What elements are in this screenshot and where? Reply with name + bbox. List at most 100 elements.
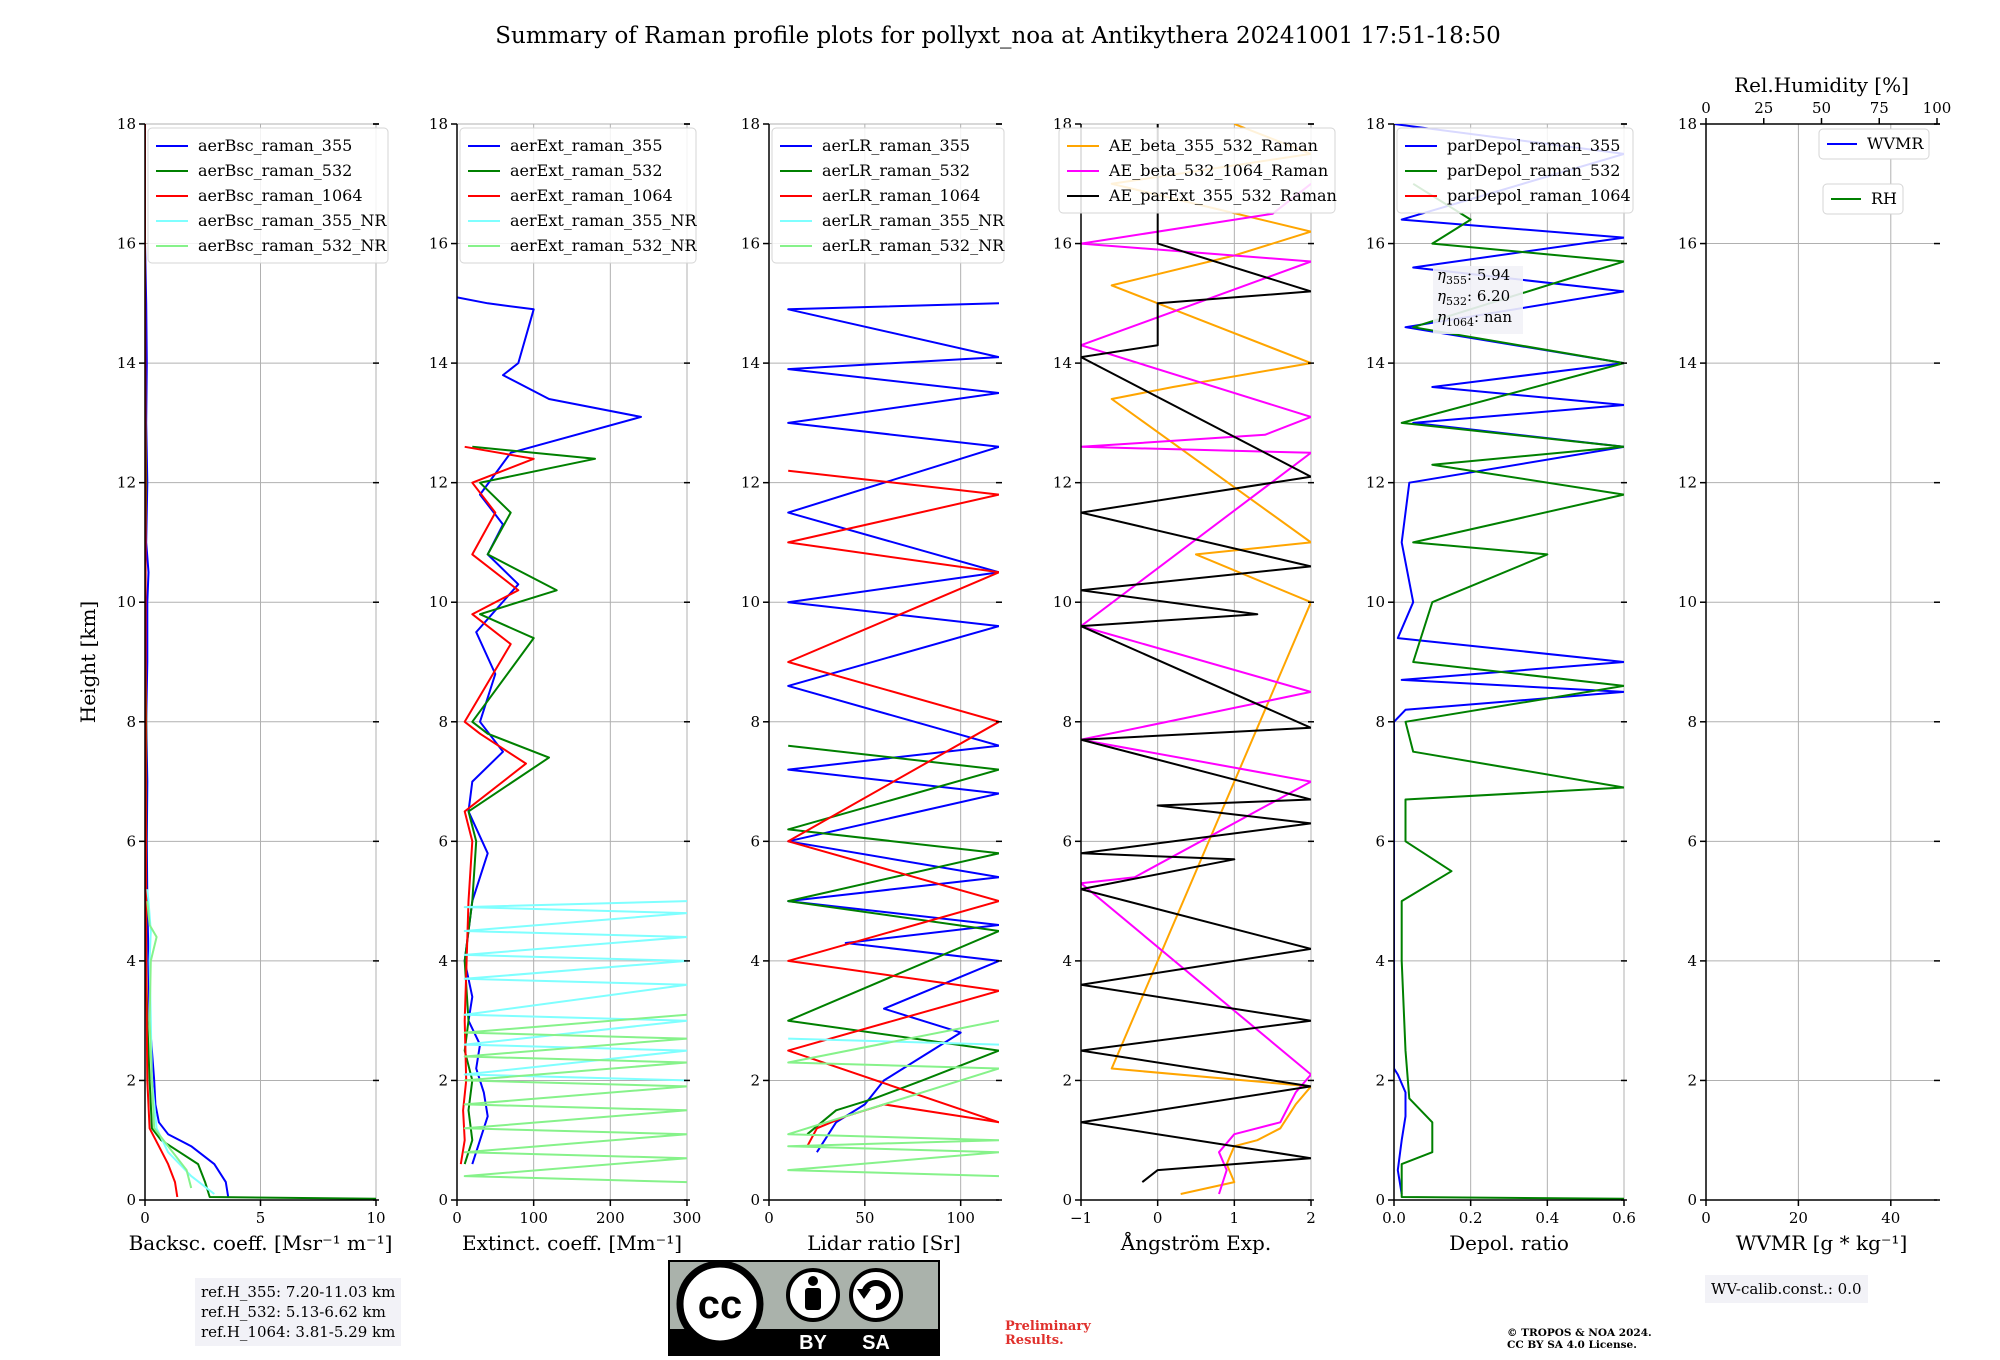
y-tick-label: 14 — [429, 354, 448, 372]
by-label: BY — [799, 1332, 827, 1354]
series-line-aerext-raman-532-nr — [463, 1013, 687, 1184]
x-axis-label: Depol. ratio — [1449, 1231, 1569, 1255]
y-tick-label: 4 — [750, 952, 760, 970]
x-axis-label: Backsc. coeff. [Msr⁻¹ m⁻¹] — [129, 1231, 393, 1255]
y-tick-label: 6 — [1062, 832, 1072, 850]
legend-label-rh: RH — [1871, 189, 1897, 208]
legend-label-aerext-raman-355-nr: aerExt_raman_355_NR — [510, 211, 698, 230]
legend-label-pardepol-raman-355: parDepol_raman_355 — [1447, 136, 1620, 155]
y-tick-label: 8 — [1687, 713, 1697, 731]
y-tick-label: 0 — [750, 1191, 760, 1209]
y-tick-label: 12 — [741, 474, 760, 492]
reference-height-box: ref.H_355: 7.20-11.03 km ref.H_532: 5.13… — [195, 1278, 402, 1346]
x-axis-label: Extinct. coeff. [Mm⁻¹] — [462, 1231, 682, 1255]
legend-label-aerext-raman-532-nr: aerExt_raman_532_NR — [510, 236, 698, 255]
x2-tick-label: 50 — [1812, 99, 1831, 117]
legend-label-aerbsc-raman-1064: aerBsc_raman_1064 — [198, 186, 363, 205]
x-tick-label: 40 — [1881, 1209, 1900, 1227]
y-tick-label: 0 — [1062, 1191, 1072, 1209]
legend-label-ae-beta-355-532-raman: AE_beta_355_532_Raman — [1108, 136, 1318, 155]
x2-tick-label: 25 — [1754, 99, 1773, 117]
y-tick-label: 12 — [117, 474, 136, 492]
x-tick-label: 0.0 — [1382, 1209, 1406, 1227]
panel-5: 0 2 4 6 8 10 12 14 16 18 0.0 0.2 0.4 0.6 Depol. ratio p… — [1366, 115, 1636, 1255]
share-alike-arrowhead-icon — [857, 1289, 871, 1299]
x-tick-label: 0 — [1701, 1209, 1711, 1227]
series-line-aerbsc-raman-532-nr — [146, 901, 193, 1189]
y-tick-label: 18 — [741, 115, 760, 133]
y-tick-label: 8 — [750, 713, 760, 731]
cc-icon-text: cc — [698, 1283, 743, 1327]
legend-label-wvmr: WVMR — [1867, 134, 1924, 153]
y-tick-label: 18 — [1366, 115, 1385, 133]
y-tick-label: 2 — [126, 1071, 136, 1089]
eta-annotation-2: η532: 6.20 — [1437, 287, 1510, 308]
y-tick-label: 10 — [1366, 593, 1385, 611]
legend-label-aerlr-raman-1064: aerLR_raman_1064 — [822, 186, 980, 205]
x-tick-label: 300 — [673, 1209, 702, 1227]
legend-label-aerext-raman-1064: aerExt_raman_1064 — [510, 186, 673, 205]
series-line-aerlr-raman-532-nr — [787, 1019, 999, 1178]
ref-height-532: ref.H_532: 5.13-6.62 km — [201, 1303, 386, 1321]
y-tick-label: 10 — [1678, 593, 1697, 611]
x-tick-label: 0 — [452, 1209, 462, 1227]
legend-label-pardepol-raman-532: parDepol_raman_532 — [1447, 161, 1620, 180]
y-tick-label: 8 — [1375, 713, 1385, 731]
legend-label-pardepol-raman-1064: parDepol_raman_1064 — [1447, 186, 1631, 205]
person-body-icon — [805, 1288, 821, 1310]
x-tick-label: 0.4 — [1535, 1209, 1559, 1227]
eta-annotation-3: η1064: nan — [1437, 308, 1512, 329]
panel-3: 0 2 4 6 8 10 12 14 16 18 0 50 100 Lidar ratio [Sr] aer… — [741, 115, 1005, 1255]
share-alike-icon — [849, 1268, 903, 1322]
x-axis-label: Ångström Exp. — [1120, 1230, 1271, 1255]
y-tick-label: 14 — [1053, 354, 1072, 372]
y-tick-label: 14 — [1366, 354, 1385, 372]
share-alike-arrow-icon — [861, 1280, 891, 1310]
x-tick-label: 200 — [596, 1209, 625, 1227]
x2-tick-label: 0 — [1701, 99, 1711, 117]
y-tick-label: 10 — [429, 593, 448, 611]
y-tick-label: 2 — [1062, 1071, 1072, 1089]
series-line-aerext-raman-355-nr — [463, 900, 687, 1082]
legend-label-aerlr-raman-532: aerLR_raman_532 — [822, 161, 970, 180]
x-tick-label: 100 — [946, 1209, 975, 1227]
x-tick-label: 50 — [855, 1209, 874, 1227]
x2-axis-label: Rel.Humidity [%] — [1734, 73, 1909, 97]
y-tick-label: 12 — [1366, 474, 1385, 492]
y-tick-label: 8 — [1062, 713, 1072, 731]
y-tick-label: 18 — [429, 115, 448, 133]
eta-annotation-box — [1433, 266, 1523, 334]
legend-label-aerbsc-raman-532-nr: aerBsc_raman_532_NR — [198, 236, 387, 255]
x-tick-label: 10 — [366, 1209, 385, 1227]
x2-tick-label: 100 — [1923, 99, 1952, 117]
eta-annotation-1: η355: 5.94 — [1437, 266, 1510, 287]
x-tick-label: 0.6 — [1612, 1209, 1636, 1227]
y-tick-label: 14 — [1678, 354, 1697, 372]
legend-box — [1058, 127, 1336, 214]
y-tick-label: 10 — [1053, 593, 1072, 611]
legend-label-aerlr-raman-355-nr: aerLR_raman_355_NR — [822, 211, 1005, 230]
ref-height-355: ref.H_355: 7.20-11.03 km — [201, 1283, 396, 1301]
legend-box — [1818, 128, 1930, 160]
data-area — [457, 296, 687, 1184]
y-tick-label: 10 — [741, 593, 760, 611]
wv-calibration-text: WV-calib.const.: 0.0 — [1711, 1280, 1862, 1298]
y-tick-label: 18 — [1678, 115, 1697, 133]
series-line-ae-beta-532-1064-raman — [1081, 183, 1311, 1195]
sa-label: SA — [862, 1332, 890, 1354]
x-tick-label: −1 — [1070, 1209, 1092, 1227]
legend-label-aerbsc-raman-355: aerBsc_raman_355 — [198, 136, 352, 155]
x-tick-label: 0.2 — [1459, 1209, 1483, 1227]
y-tick-label: 16 — [1678, 235, 1697, 253]
y-tick-label: 12 — [429, 474, 448, 492]
legend-label-aerlr-raman-532-nr: aerLR_raman_532_NR — [822, 236, 1005, 255]
series-line-pardepol-raman-532 — [1400, 182, 1624, 1200]
y-tick-label: 16 — [117, 235, 136, 253]
series-line-aerbsc-raman-355 — [145, 124, 230, 1198]
legend-label-aerlr-raman-355: aerLR_raman_355 — [822, 136, 970, 155]
y-tick-label: 0 — [438, 1191, 448, 1209]
y-axis-label: Height [km] — [76, 601, 100, 723]
cc-circle-icon — [676, 1260, 764, 1348]
